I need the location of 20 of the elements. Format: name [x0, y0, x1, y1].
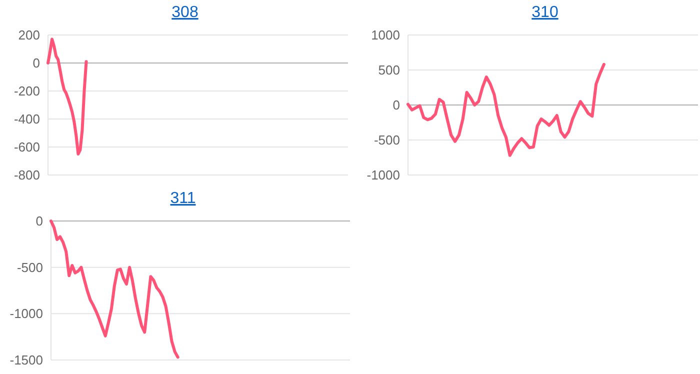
y-tick-label: -500	[374, 132, 400, 148]
chart-title: 310	[532, 4, 558, 21]
y-tick-label: 0	[392, 98, 400, 113]
y-tick-label: -1000	[366, 168, 400, 183]
y-tick-label: 0	[32, 56, 40, 71]
y-tick-label: 500	[378, 62, 400, 78]
y-tick-label: -500	[16, 260, 43, 275]
y-tick-label: -800	[14, 168, 40, 183]
chart-title: 308	[172, 4, 198, 21]
y-tick-label: -400	[14, 112, 40, 127]
line-series	[406, 62, 606, 157]
y-tick-label: 200	[18, 28, 40, 43]
chart-title: 311	[170, 190, 196, 207]
y-tick-label: 0	[36, 214, 43, 229]
y-tick-label: 1000	[371, 28, 400, 43]
y-tick-label: -600	[14, 140, 40, 155]
y-tick-label: -1500	[10, 352, 43, 368]
y-tick-label: -1000	[10, 306, 43, 322]
y-tick-label: -200	[14, 84, 40, 99]
line-series	[46, 38, 88, 156]
